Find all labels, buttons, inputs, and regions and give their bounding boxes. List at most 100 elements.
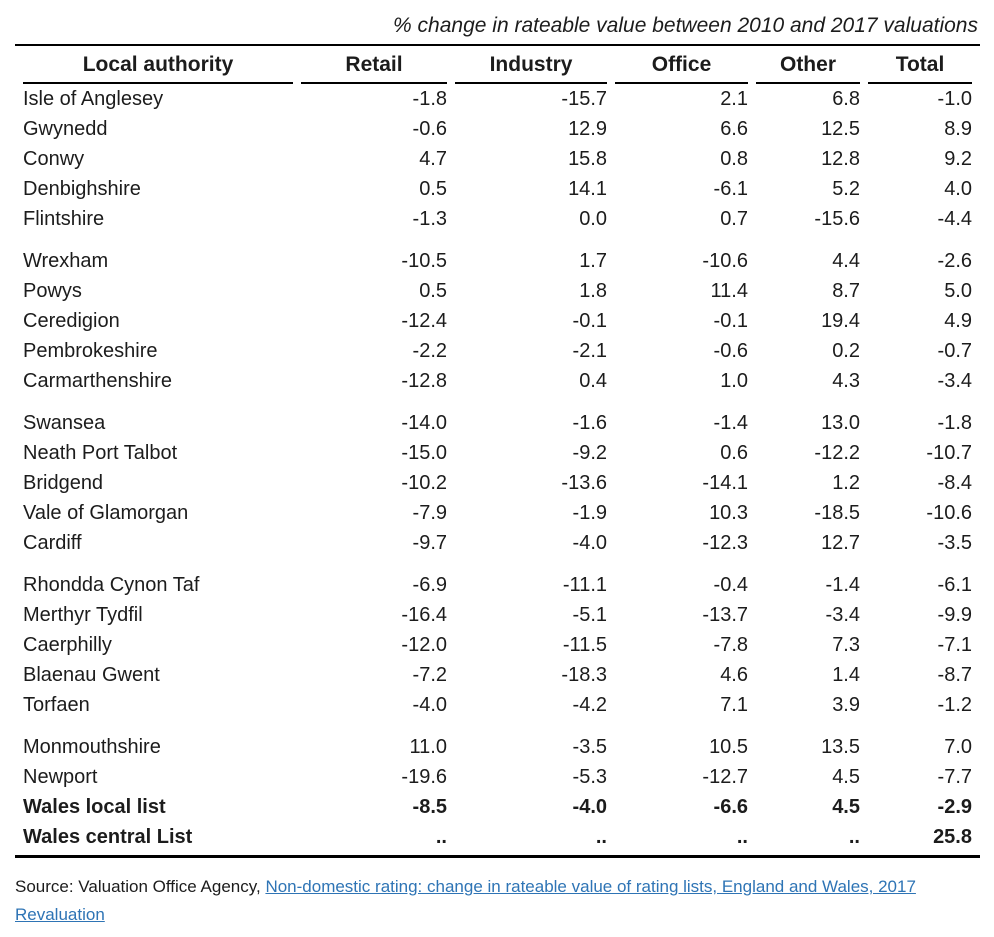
column-header-other: Other <box>756 46 860 84</box>
value-cell: -3.4 <box>825 603 860 626</box>
source-note: Source: Valuation Office Agency, Non-dom… <box>15 873 923 928</box>
authority-cell: Gwynedd <box>23 117 108 140</box>
value-cell: -10.7 <box>926 441 972 464</box>
table-row: Blaenau Gwent -7.2 -18.3 4.6 1.4 -8.7 <box>23 660 972 690</box>
value-cell: -0.1 <box>572 309 607 332</box>
data-table: Local authority Retail Industry Office Other… <box>15 46 980 852</box>
value-cell: -7.7 <box>937 765 972 788</box>
value-cell: 12.7 <box>821 531 860 554</box>
value-cell: -7.9 <box>412 501 447 524</box>
table-row: Flintshire -1.3 0.0 0.7 -15.6 -4.4 <box>23 204 972 234</box>
authority-cell: Merthyr Tydfil <box>23 603 143 626</box>
value-cell: 15.8 <box>568 147 607 170</box>
value-cell: 12.9 <box>568 117 607 140</box>
value-cell: -4.0 <box>572 531 607 554</box>
value-cell: -0.4 <box>713 573 748 596</box>
value-cell: 11.4 <box>710 279 748 302</box>
value-cell: 11.0 <box>409 735 447 758</box>
table-row: Powys 0.5 1.8 11.4 8.7 5.0 <box>23 276 972 306</box>
rateable-value-table: Local authority Retail Industry Office Other… <box>15 44 980 858</box>
value-cell: -3.5 <box>572 735 607 758</box>
row-group: Monmouthshire 11.0 -3.5 10.5 13.5 7.0 Newport -… <box>23 720 972 852</box>
value-cell: 12.5 <box>821 117 860 140</box>
value-cell: 5.2 <box>832 177 860 200</box>
value-cell: .. <box>736 825 748 848</box>
value-cell: -4.4 <box>937 207 972 230</box>
value-cell: 0.0 <box>579 207 607 230</box>
value-cell: 13.0 <box>821 411 860 434</box>
value-cell: -7.2 <box>412 663 447 686</box>
column-header-industry: Industry <box>455 46 607 84</box>
table-row: Rhondda Cynon Taf -6.9 -11.1 -0.4 -1.4 -6.1 <box>23 558 972 600</box>
value-cell: .. <box>435 825 447 848</box>
value-cell: -5.1 <box>572 603 607 626</box>
source-link[interactable]: Non-domestic rating: change in rateable … <box>15 877 916 924</box>
value-cell: -14.1 <box>702 471 748 494</box>
value-cell: -19.6 <box>401 765 447 788</box>
row-group: Wrexham -10.5 1.7 -10.6 4.4 -2.6 Powys 0.5 1.8 11… <box>23 234 972 396</box>
value-cell: -1.2 <box>937 693 972 716</box>
value-cell: -1.6 <box>572 411 607 434</box>
value-cell: -1.0 <box>937 87 972 110</box>
row-group: Rhondda Cynon Taf -6.9 -11.1 -0.4 -1.4 -6.1 Me… <box>23 558 972 720</box>
authority-cell: Monmouthshire <box>23 735 161 758</box>
value-cell: -1.8 <box>937 411 972 434</box>
authority-cell: Conwy <box>23 147 85 170</box>
table-row: Monmouthshire 11.0 -3.5 10.5 13.5 7.0 <box>23 720 972 762</box>
value-cell: -2.1 <box>572 339 607 362</box>
value-cell: -12.7 <box>702 765 748 788</box>
value-cell: -5.3 <box>572 765 607 788</box>
value-cell: 8.9 <box>944 117 972 140</box>
value-cell: -1.4 <box>713 411 748 434</box>
value-cell: 5.0 <box>944 279 972 302</box>
value-cell: -4.0 <box>412 693 447 716</box>
value-cell: -12.2 <box>814 441 860 464</box>
authority-cell: Isle of Anglesey <box>23 87 164 110</box>
value-cell: 1.7 <box>579 249 607 272</box>
authority-cell: Ceredigion <box>23 309 120 332</box>
table-row: Gwynedd -0.6 12.9 6.6 12.5 8.9 <box>23 114 972 144</box>
column-header-local-authority: Local authority <box>23 46 293 84</box>
table-row: Ceredigion -12.4 -0.1 -0.1 19.4 4.9 <box>23 306 972 336</box>
column-header-total: Total <box>868 46 972 84</box>
value-cell: 0.2 <box>832 339 860 362</box>
table-row: Wales central List........ 25.8 <box>23 822 972 852</box>
value-cell: -14.0 <box>401 411 447 434</box>
table-row: Wales local list -8.5 -4.0 -6.6 4.5 -2.9 <box>23 792 972 822</box>
row-group: Swansea -14.0 -1.6 -1.4 13.0 -1.8 Neath Port T… <box>23 396 972 558</box>
authority-cell: Carmarthenshire <box>23 369 172 392</box>
value-cell: -18.3 <box>561 663 607 686</box>
table-row: Denbighshire 0.5 14.1 -6.1 5.2 4.0 <box>23 174 972 204</box>
table-row: Bridgend -10.2 -13.6 -14.1 1.2 -8.4 <box>23 468 972 498</box>
value-cell: 4.6 <box>720 663 748 686</box>
value-cell: -18.5 <box>814 501 860 524</box>
value-cell: 4.7 <box>419 147 447 170</box>
value-cell: -7.1 <box>937 633 972 656</box>
value-cell: 0.5 <box>419 177 447 200</box>
value-cell: -4.2 <box>572 693 607 716</box>
value-cell: .. <box>595 825 607 848</box>
value-cell: -2.2 <box>412 339 447 362</box>
value-cell: 0.5 <box>419 279 447 302</box>
value-cell: -1.8 <box>412 87 447 110</box>
row-group: Isle of Anglesey -1.8 -15.7 2.1 6.8 -1.0 Gwyne… <box>23 84 972 234</box>
value-cell: -6.1 <box>713 177 748 200</box>
value-cell: 1.2 <box>832 471 860 494</box>
authority-cell: Wrexham <box>23 249 109 272</box>
value-cell: -12.0 <box>401 633 447 656</box>
value-cell: 4.5 <box>832 795 860 818</box>
value-cell: -1.3 <box>412 207 447 230</box>
authority-cell: Caerphilly <box>23 633 112 656</box>
value-cell: -2.6 <box>937 249 972 272</box>
value-cell: -12.8 <box>401 369 447 392</box>
value-cell: -0.7 <box>937 339 972 362</box>
table-row: Wrexham -10.5 1.7 -10.6 4.4 -2.6 <box>23 234 972 276</box>
value-cell: -6.6 <box>713 795 748 818</box>
value-cell: 4.5 <box>832 765 860 788</box>
value-cell: 1.4 <box>832 663 860 686</box>
authority-cell: Rhondda Cynon Taf <box>23 573 200 596</box>
authority-cell: Cardiff <box>23 531 82 554</box>
value-cell: 0.7 <box>720 207 748 230</box>
value-cell: 1.8 <box>579 279 607 302</box>
value-cell: -10.5 <box>401 249 447 272</box>
